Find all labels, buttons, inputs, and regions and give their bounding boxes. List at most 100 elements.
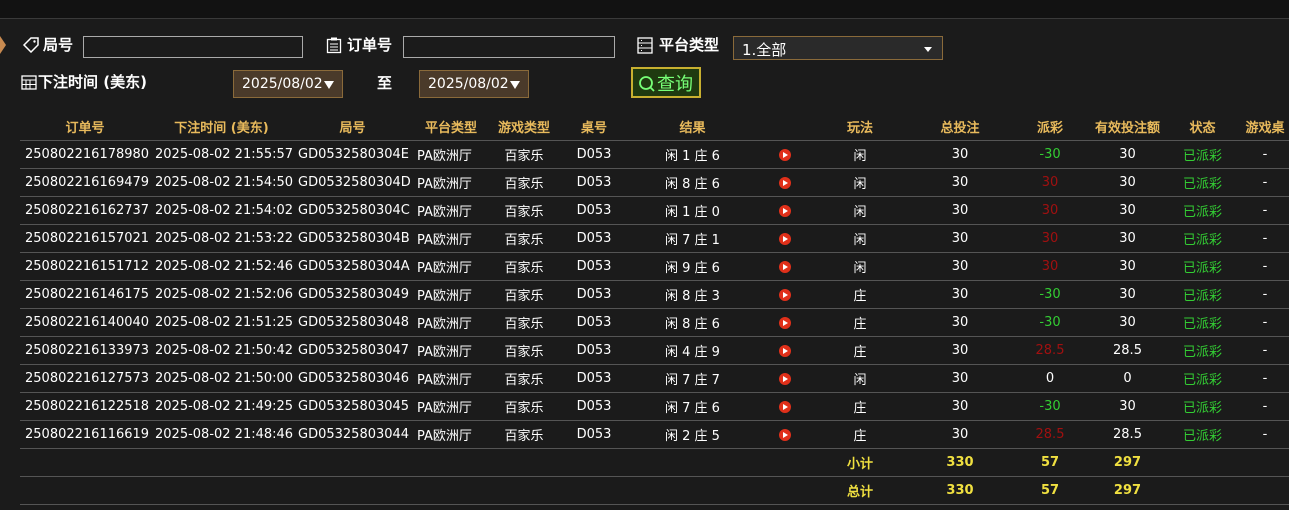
clipboard-icon <box>326 37 342 54</box>
replay-icon[interactable] <box>779 400 791 413</box>
table-cell: 30 <box>1085 224 1170 253</box>
column-header: 平台类型 <box>412 112 490 141</box>
table-cell: D053 <box>558 420 630 449</box>
date-from[interactable]: 2025/08/02 <box>233 70 343 98</box>
replay-icon[interactable] <box>779 316 791 329</box>
table-cell: 闲 <box>815 364 905 393</box>
date-to[interactable]: 2025/08/02 <box>419 70 529 98</box>
column-header: 游戏桌 <box>1235 112 1289 141</box>
table-cell: - <box>1235 364 1289 393</box>
time-label: 下注时间 (美东) <box>38 73 147 91</box>
column-header: 游戏类型 <box>490 112 558 141</box>
subtotal-valid: 297 <box>1085 448 1170 477</box>
replay-cell <box>755 280 815 309</box>
table-cell: 2025-08-02 21:49:25 <box>150 392 293 421</box>
table-cell: 闲 7 庄 6 <box>630 392 755 421</box>
empty-cell <box>150 476 293 505</box>
table-cell: PA欧洲厅 <box>412 280 490 309</box>
table-cell: 28.5 <box>1085 420 1170 449</box>
replay-icon[interactable] <box>779 372 791 385</box>
replay-cell <box>755 224 815 253</box>
table-cell: 2025-08-02 21:50:42 <box>150 336 293 365</box>
table-row: 250802216178980 2025-08-02 21:55:57 GD0532… <box>20 140 1289 169</box>
table-cell: PA欧洲厅 <box>412 336 490 365</box>
replay-cell <box>755 364 815 393</box>
replay-icon[interactable] <box>779 204 791 217</box>
table-cell: 百家乐 <box>490 364 558 393</box>
empty-cell <box>755 476 815 505</box>
table-cell: 闲 <box>815 252 905 281</box>
table-cell: 已派彩 <box>1170 168 1235 197</box>
table-row: 250802216169479 2025-08-02 21:54:50 GD0532… <box>20 168 1289 197</box>
empty-cell <box>293 448 412 477</box>
table-cell: 30 <box>1085 196 1170 225</box>
table-cell: PA欧洲厅 <box>412 140 490 169</box>
table-cell: GD0532580304D <box>293 168 412 197</box>
table-cell: 250802216151712 <box>20 252 150 281</box>
replay-icon[interactable] <box>779 288 791 301</box>
table-cell: - <box>1235 392 1289 421</box>
table-cell: 百家乐 <box>490 392 558 421</box>
replay-cell <box>755 308 815 337</box>
top-bar <box>0 0 1289 19</box>
table-cell: 28.5 <box>1085 336 1170 365</box>
empty-cell <box>1235 476 1289 505</box>
table-cell: GD0532580304C <box>293 196 412 225</box>
table-cell: 庄 <box>815 392 905 421</box>
table-cell: - <box>1235 140 1289 169</box>
table-cell: 百家乐 <box>490 420 558 449</box>
table-row: 250802216122518 2025-08-02 21:49:25 GD0532… <box>20 392 1289 421</box>
empty-cell <box>1170 476 1235 505</box>
table-cell: 庄 <box>815 280 905 309</box>
empty-cell <box>412 448 490 477</box>
replay-icon[interactable] <box>779 260 791 273</box>
table-cell: 0 <box>1085 364 1170 393</box>
round-input[interactable] <box>83 36 303 58</box>
table-cell: - <box>1235 308 1289 337</box>
platform-select[interactable]: 1.全部 <box>733 36 943 60</box>
platform-label: 平台类型 <box>659 36 720 54</box>
replay-icon[interactable] <box>779 344 791 357</box>
empty-cell <box>490 476 558 505</box>
table-row: 250802216162737 2025-08-02 21:54:02 GD0532… <box>20 196 1289 225</box>
column-header-blank <box>755 112 815 141</box>
table-cell: 闲 4 庄 9 <box>630 336 755 365</box>
table-cell: 闲 9 庄 6 <box>630 252 755 281</box>
search-icon <box>639 76 655 92</box>
replay-cell <box>755 140 815 169</box>
table-cell: 250802216157021 <box>20 224 150 253</box>
empty-cell <box>1235 448 1289 477</box>
table-cell: 30 <box>905 140 1015 169</box>
table-cell: D053 <box>558 168 630 197</box>
replay-icon[interactable] <box>779 428 791 441</box>
table-cell: GD05325803047 <box>293 336 412 365</box>
table-cell: 30 <box>905 392 1015 421</box>
column-header: 派彩 <box>1015 112 1085 141</box>
replay-icon[interactable] <box>779 148 791 161</box>
table-cell: PA欧洲厅 <box>412 196 490 225</box>
table-row: 250802216151712 2025-08-02 21:52:46 GD0532… <box>20 252 1289 281</box>
table-cell: 闲 1 庄 0 <box>630 196 755 225</box>
table-cell: 2025-08-02 21:48:46 <box>150 420 293 449</box>
table-cell: 百家乐 <box>490 140 558 169</box>
table-cell: 250802216116619 <box>20 420 150 449</box>
table-cell: 闲 7 庄 1 <box>630 224 755 253</box>
table-cell: D053 <box>558 252 630 281</box>
table-cell: 30 <box>1015 168 1085 197</box>
table-cell: PA欧洲厅 <box>412 308 490 337</box>
search-button[interactable]: 查询 <box>631 67 701 98</box>
replay-cell <box>755 168 815 197</box>
empty-cell <box>150 448 293 477</box>
table-cell: 30 <box>905 252 1015 281</box>
replay-cell <box>755 252 815 281</box>
table-cell: 250802216133973 <box>20 336 150 365</box>
table-cell: PA欧洲厅 <box>412 364 490 393</box>
replay-icon[interactable] <box>779 232 791 245</box>
list-icon <box>637 37 653 54</box>
order-input[interactable] <box>403 36 615 58</box>
table-cell: -30 <box>1015 308 1085 337</box>
empty-cell <box>755 448 815 477</box>
replay-icon[interactable] <box>779 176 791 189</box>
table-cell: D053 <box>558 392 630 421</box>
column-header: 有效投注额 <box>1085 112 1170 141</box>
